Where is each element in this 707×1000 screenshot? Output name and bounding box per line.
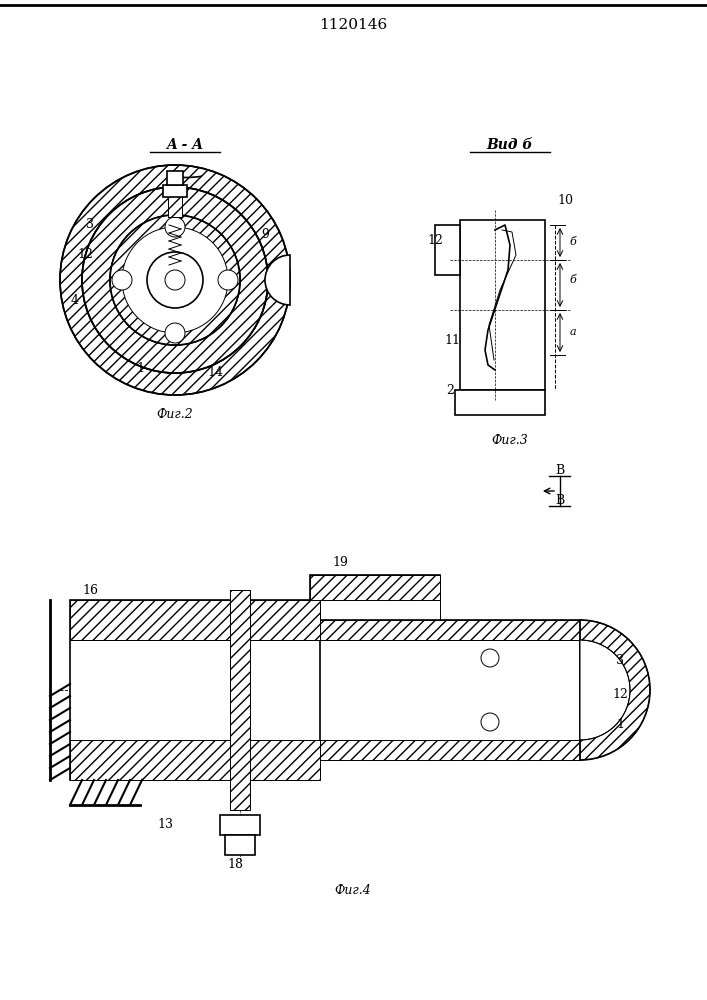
Text: 3: 3 (86, 219, 94, 232)
Text: Вид б: Вид б (487, 138, 533, 152)
Circle shape (60, 165, 290, 395)
Text: Фиг.4: Фиг.4 (334, 884, 371, 896)
Bar (460, 220, 545, 390)
Text: 18: 18 (227, 858, 243, 871)
Text: б: б (570, 275, 576, 285)
Bar (70, 600, 320, 640)
Bar (300, 620, 580, 640)
Text: 16: 16 (82, 584, 98, 596)
Text: Фиг.3: Фиг.3 (491, 434, 528, 446)
Wedge shape (265, 255, 290, 305)
Text: 19: 19 (332, 556, 348, 568)
Bar (310, 575, 440, 600)
Wedge shape (580, 640, 630, 740)
Bar (168, 195, 182, 217)
Bar (167, 171, 183, 185)
Bar (220, 815, 260, 835)
Text: 10: 10 (557, 194, 573, 207)
Text: 11: 11 (444, 334, 460, 347)
Bar (435, 225, 460, 275)
Text: 12: 12 (612, 688, 628, 702)
Circle shape (112, 270, 132, 290)
Text: A - A: A - A (167, 138, 204, 152)
Text: 9: 9 (261, 229, 269, 241)
Text: В: В (556, 464, 565, 477)
Bar (163, 185, 187, 197)
Bar (225, 835, 255, 855)
Circle shape (481, 649, 499, 667)
Bar (300, 740, 580, 760)
Circle shape (218, 270, 238, 290)
Circle shape (147, 252, 203, 308)
Text: 12: 12 (427, 233, 443, 246)
Text: 14: 14 (207, 365, 223, 378)
Text: 13: 13 (157, 818, 173, 832)
Bar (230, 590, 250, 810)
Text: 1: 1 (616, 718, 624, 732)
Bar (300, 620, 580, 760)
Circle shape (165, 270, 185, 290)
Text: б: б (570, 237, 576, 247)
Text: Фиг.2: Фиг.2 (157, 408, 194, 422)
Bar (168, 195, 182, 217)
Text: 2: 2 (446, 383, 454, 396)
Bar (230, 590, 250, 810)
Bar (310, 575, 440, 600)
Bar (455, 390, 545, 415)
Text: 3: 3 (616, 654, 624, 666)
Text: В: В (556, 493, 565, 506)
Circle shape (110, 215, 240, 345)
Text: 12: 12 (77, 248, 93, 261)
Text: 1: 1 (136, 361, 144, 374)
Text: а: а (570, 327, 576, 337)
Circle shape (165, 217, 185, 237)
Bar (70, 600, 320, 780)
Wedge shape (580, 620, 650, 760)
Circle shape (82, 187, 268, 373)
Text: 4: 4 (71, 294, 79, 306)
Text: 1120146: 1120146 (319, 18, 387, 32)
Bar (70, 740, 320, 780)
Circle shape (165, 323, 185, 343)
Circle shape (481, 713, 499, 731)
